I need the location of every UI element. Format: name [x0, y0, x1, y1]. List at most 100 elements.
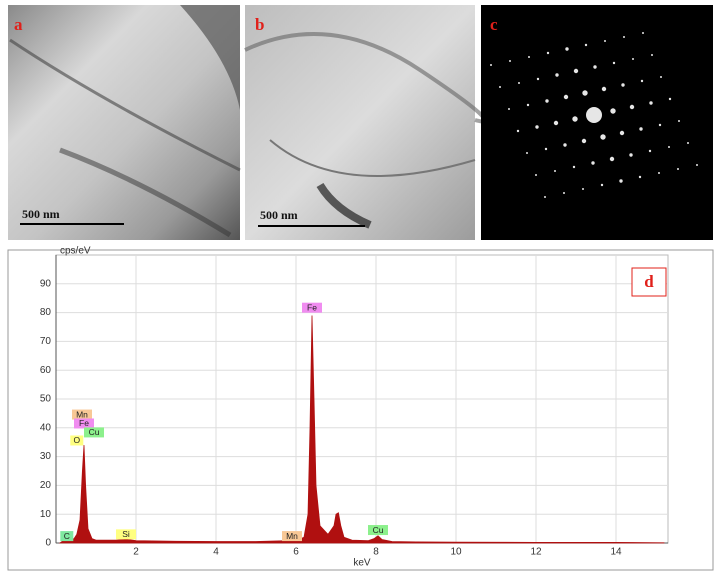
- element-label: Mn: [286, 531, 298, 541]
- panel-c: c: [481, 5, 713, 240]
- element-tag: [368, 525, 388, 536]
- diffraction-spot: [546, 51, 550, 55]
- diffraction-spot: [619, 179, 623, 183]
- element-label: O: [73, 435, 80, 445]
- diffraction-spot: [584, 43, 588, 47]
- diffraction-spot: [572, 116, 578, 122]
- diffraction-spot: [600, 134, 606, 140]
- y-tick-label: 40: [40, 422, 52, 433]
- x-axis-label: keV: [353, 558, 371, 569]
- diffraction-spot: [648, 149, 652, 153]
- y-tick-label: 80: [40, 307, 52, 318]
- diffraction-spot: [668, 146, 670, 148]
- diffraction-spot: [563, 192, 565, 194]
- y-axis-label: cps/eV: [60, 246, 91, 257]
- diffraction-spot: [623, 36, 625, 38]
- diffraction-spot: [490, 64, 492, 66]
- x-tick-label: 10: [450, 547, 462, 558]
- element-label: Mn: [76, 409, 88, 419]
- diffraction-spot: [600, 183, 604, 187]
- panel-label: b: [255, 15, 264, 34]
- scale-bar-label: 500 nm: [22, 207, 60, 221]
- diffraction-spot: [642, 32, 644, 34]
- diffraction-spot: [516, 129, 520, 133]
- diffraction-spot: [632, 58, 634, 60]
- chart-frame: [7, 249, 714, 571]
- diffraction-spot: [526, 103, 530, 107]
- y-tick-label: 50: [40, 394, 52, 405]
- y-tick-label: 20: [40, 480, 52, 491]
- diffraction-spot: [535, 174, 537, 176]
- diffraction-spot: [609, 156, 615, 162]
- diffraction-spot: [528, 56, 530, 58]
- element-tag: [72, 409, 92, 420]
- panel-label: d: [644, 272, 654, 291]
- diffraction-spot: [536, 77, 540, 81]
- panel-label-box: [631, 267, 667, 297]
- diffraction-spot: [526, 152, 528, 154]
- diffraction-spot: [535, 125, 539, 129]
- diffraction-spot: [573, 68, 579, 74]
- diffraction-spot: [649, 101, 653, 105]
- chart: 0 10 20 30 40 50 60 70 80 90 2 4 6 8 10 12 14 cps/eV keV C O…: [40, 246, 669, 569]
- diffraction-spot: [638, 175, 642, 179]
- diffraction-spot: [619, 130, 625, 136]
- x-tick-label: 2: [133, 547, 139, 558]
- diffraction-spot: [678, 120, 680, 122]
- scale-bar-label: 500 nm: [260, 208, 298, 222]
- diffraction-spot: [651, 54, 653, 56]
- panel-label: a: [14, 15, 23, 34]
- x-tick-label: 4: [213, 547, 219, 558]
- element-tag: [74, 418, 94, 429]
- panel-a: a 500 nm: [8, 5, 241, 240]
- diffraction-spot: [668, 97, 672, 101]
- diffraction-spot: [640, 79, 644, 83]
- diffraction-spot: [621, 83, 625, 87]
- diffraction-spot: [509, 60, 511, 62]
- y-tick-label: 90: [40, 278, 52, 289]
- diffraction-spot: [591, 161, 595, 165]
- x-tick-label: 6: [293, 547, 299, 558]
- diffraction-spot: [518, 82, 520, 84]
- element-label: Cu: [89, 427, 100, 437]
- diffraction-spot: [593, 65, 597, 69]
- diffraction-spot: [545, 99, 549, 103]
- diffraction-spot: [612, 61, 616, 65]
- diffraction-spot: [604, 40, 606, 42]
- element-tag: [70, 435, 84, 446]
- element-tag: [60, 531, 74, 542]
- y-tick-label: 30: [40, 451, 52, 462]
- diffraction-spot: [508, 108, 510, 110]
- diffraction-spot: [658, 123, 662, 127]
- diffraction-spot: [687, 142, 689, 144]
- panel-label: c: [490, 15, 498, 34]
- diffraction-spot: [677, 168, 679, 170]
- x-tick-label: 8: [373, 547, 379, 558]
- diffraction-spot: [586, 107, 602, 123]
- diffraction-spot: [658, 172, 660, 174]
- spectrum-area: [58, 315, 665, 544]
- diffraction-spot: [553, 120, 559, 126]
- diffraction-spot: [582, 188, 584, 190]
- y-tick-label: 60: [40, 365, 52, 376]
- diffraction-spot: [601, 86, 607, 92]
- diffraction-spot: [544, 147, 548, 151]
- diffraction-spot: [554, 170, 556, 172]
- element-tag: [282, 531, 302, 542]
- element-tag: [302, 302, 322, 313]
- diffraction-spot: [565, 47, 569, 51]
- y-tick-label: 10: [40, 509, 52, 520]
- diffraction-spot: [499, 86, 501, 88]
- element-label: Fe: [79, 418, 89, 428]
- x-tick-label: 14: [610, 547, 622, 558]
- diffraction-spot: [544, 196, 546, 198]
- diffraction-spot: [582, 90, 588, 96]
- diffraction-spot: [563, 94, 569, 100]
- diffraction-spot: [581, 138, 587, 144]
- diffraction-spot: [555, 73, 559, 77]
- y-tick-label: 70: [40, 336, 52, 347]
- diffraction-spot: [629, 104, 635, 110]
- element-label: C: [64, 531, 70, 541]
- diffraction-spot: [572, 165, 576, 169]
